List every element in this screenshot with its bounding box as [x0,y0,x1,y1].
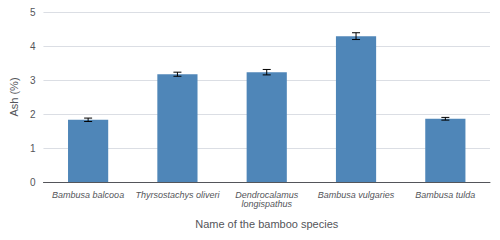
svg-text:Bambusa balcooa: Bambusa balcooa [52,190,124,200]
svg-text:Bambusa tulda: Bambusa tulda [415,190,475,200]
svg-text:Bambusa vulgaries: Bambusa vulgaries [318,190,395,200]
svg-text:Dendrocalamus: Dendrocalamus [235,189,299,200]
svg-text:0: 0 [30,177,36,188]
svg-text:2: 2 [30,109,36,120]
svg-text:3: 3 [30,75,36,86]
svg-text:4: 4 [30,41,36,52]
svg-text:Ash (%): Ash (%) [8,77,20,116]
svg-text:Thyrsostachys oliveri: Thyrsostachys oliveri [135,190,220,200]
svg-text:1: 1 [30,143,36,154]
svg-text:longispathus: longispathus [241,199,292,209]
svg-text:5: 5 [30,7,36,18]
svg-text:Name of the bamboo species: Name of the bamboo species [195,218,339,230]
